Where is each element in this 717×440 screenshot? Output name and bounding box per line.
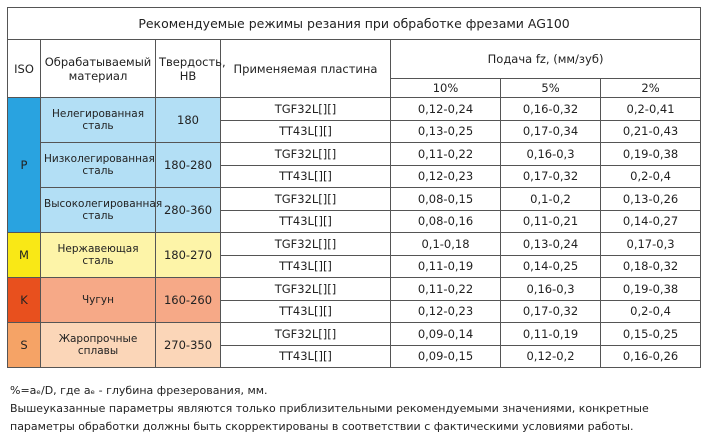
data-row: Низколегированная сталь 180-280 TGF32L[][]… <box>8 142 702 188</box>
data-row: TT43L[][] 0,12-0,23 0,17-0,32 0,2-0,4 <box>8 299 702 323</box>
feed-cell: 0,11-0,19 <box>500 322 601 346</box>
data-row: TT43L[][] 0,13-0,25 0,17-0,34 0,21-0,43 <box>8 119 702 143</box>
material-cell: Жаропрочные сплавы <box>40 322 156 368</box>
feed-cell: 0,16-0,3 <box>500 142 601 166</box>
data-row: P Нелегированная сталь 180 TGF32L[][] 0,12-0… <box>7 97 702 233</box>
data-row: M Нержавеющая сталь 180-270 TGF32L[][] 0,1-0… <box>7 232 702 278</box>
iso-cell: K <box>7 277 41 323</box>
header-iso: ISO <box>7 39 41 98</box>
feed-cell: 0,2-0,4 <box>599 164 702 188</box>
plate-cell: TT43L[][] <box>220 299 391 323</box>
feed-cell: 0,16-0,3 <box>500 277 601 301</box>
feed-cell: 0,09-0,15 <box>390 344 501 368</box>
data-row: S Жаропрочные сплавы 270-350 TGF32L[][] 0,09… <box>7 322 702 368</box>
header-feed-column: 5% <box>500 78 601 98</box>
header-row: ISO Обрабатываемый материал Твердость, Н… <box>7 39 702 98</box>
title-row: Рекомендуемые режимы резания при обработ… <box>6 7 702 40</box>
data-row: TT43L[][] 0,11-0,19 0,14-0,25 0,18-0,32 <box>8 254 702 278</box>
plate-cell: TT43L[][] <box>220 254 391 278</box>
plate-cell: TGF32L[][] <box>220 142 391 166</box>
feed-cell: 0,21-0,43 <box>599 119 702 143</box>
plate-cell: TT43L[][] <box>220 344 391 368</box>
table: Рекомендуемые режимы резания при обработ… <box>6 7 702 368</box>
iso-cell: M <box>7 232 41 278</box>
feed-cell: 0,12-0,23 <box>390 299 501 323</box>
feed-cell: 0,14-0,25 <box>500 254 601 278</box>
feed-cell: 0,15-0,25 <box>599 322 702 346</box>
material-cell: Чугун <box>40 277 156 323</box>
feed-cell: 0,17-0,32 <box>500 299 601 323</box>
feed-cell: 0,2-0,4 <box>599 299 702 323</box>
plate-cell: TGF32L[][] <box>220 277 391 301</box>
header-hardness: Твердость, НВ <box>155 39 226 98</box>
feed-cell: 0,16-0,26 <box>599 344 702 368</box>
plate-cell: TGF32L[][] <box>220 97 391 121</box>
material-cell: Нелегированная сталь <box>40 97 156 143</box>
feed-cell: 0,17-0,32 <box>500 164 601 188</box>
feed-cell: 0,08-0,16 <box>390 209 501 233</box>
data-row: Высоколегированная сталь 280-360 TGF32L[][… <box>8 187 702 233</box>
plate-cell: TT43L[][] <box>220 164 391 188</box>
feed-cell: 0,1-0,18 <box>390 232 501 256</box>
feed-cell: 0,11-0,21 <box>500 209 601 233</box>
data-row: TT43L[][] 0,09-0,15 0,12-0,2 0,16-0,26 <box>8 344 702 368</box>
material-cell: Нержавеющая сталь <box>40 232 156 278</box>
feed-cell: 0,19-0,38 <box>599 277 702 301</box>
feed-cell: 0,16-0,32 <box>500 97 601 121</box>
note: %=aₑ/D, где aₑ - глубина фрезерования, м… <box>10 384 268 397</box>
header-material: Обрабатываемый материал <box>40 39 156 98</box>
feed-cell: 0,18-0,32 <box>599 254 702 278</box>
table-title: Рекомендуемые режимы резания при обработ… <box>6 7 702 40</box>
header-feed: Подача fz, (мм/зуб) <box>389 39 702 79</box>
plate-cell: TGF32L[][] <box>220 322 391 346</box>
feed-cell: 0,13-0,24 <box>500 232 601 256</box>
header-plate: Применяемая пластина <box>220 39 391 98</box>
hardness-cell: 180 <box>155 97 221 143</box>
plate-cell: TGF32L[][] <box>220 232 391 256</box>
hardness-cell: 160-260 <box>155 277 221 323</box>
header-row: 10% 5% 2% <box>8 78 702 98</box>
feed-cell: 0,14-0,27 <box>599 209 702 233</box>
feed-cell: 0,09-0,14 <box>390 322 501 346</box>
header-feed-column: 10% <box>390 78 501 98</box>
feed-cell: 0,2-0,41 <box>599 97 702 121</box>
feed-cell: 0,12-0,24 <box>390 97 501 121</box>
feed-cell: 0,11-0,22 <box>390 277 501 301</box>
data-row: K Чугун 160-260 TGF32L[][] 0,11-0,22 0,16-0,3… <box>7 277 702 323</box>
hardness-cell: 280-360 <box>155 187 221 233</box>
feed-cell: 0,13-0,26 <box>599 187 702 211</box>
feed-cell: 0,19-0,38 <box>599 142 702 166</box>
notes: %=aₑ/D, где aₑ - глубина фрезерования, м… <box>10 382 700 436</box>
material-cell: Высоколегированная сталь <box>40 187 162 233</box>
plate-cell: TGF32L[][] <box>220 187 391 211</box>
data-row: TT43L[][] 0,08-0,16 0,11-0,21 0,14-0,27 <box>8 209 702 233</box>
feed-cell: 0,11-0,19 <box>390 254 501 278</box>
plate-cell: TT43L[][] <box>220 209 391 233</box>
material-cell: Низколегированная сталь <box>40 142 156 188</box>
feed-cell: 0,11-0,22 <box>390 142 501 166</box>
note: Вышеуказанные параметры являются только … <box>10 402 649 433</box>
data-row: TT43L[][] 0,12-0,23 0,17-0,32 0,2-0,4 <box>8 164 702 188</box>
feed-cell: 0,12-0,2 <box>500 344 601 368</box>
feed-cell: 0,13-0,25 <box>390 119 501 143</box>
feed-cell: 0,12-0,23 <box>390 164 501 188</box>
table-body: Рекомендуемые режимы резания при обработ… <box>6 7 702 368</box>
iso-cell: P <box>7 97 41 233</box>
feed-cell: 0,17-0,34 <box>500 119 601 143</box>
feed-cell: 0,1-0,2 <box>500 187 601 211</box>
feed-cell: 0,08-0,15 <box>390 187 501 211</box>
header-feed-column: 2% <box>599 78 702 98</box>
hardness-cell: 270-350 <box>155 322 221 368</box>
table-wrap: Рекомендуемые режимы резания при обработ… <box>6 7 702 368</box>
plate-cell: TT43L[][] <box>220 119 391 143</box>
hardness-cell: 180-270 <box>155 232 221 278</box>
feed-cell: 0,17-0,3 <box>599 232 702 256</box>
iso-cell: S <box>7 322 41 368</box>
hardness-cell: 180-280 <box>155 142 221 188</box>
